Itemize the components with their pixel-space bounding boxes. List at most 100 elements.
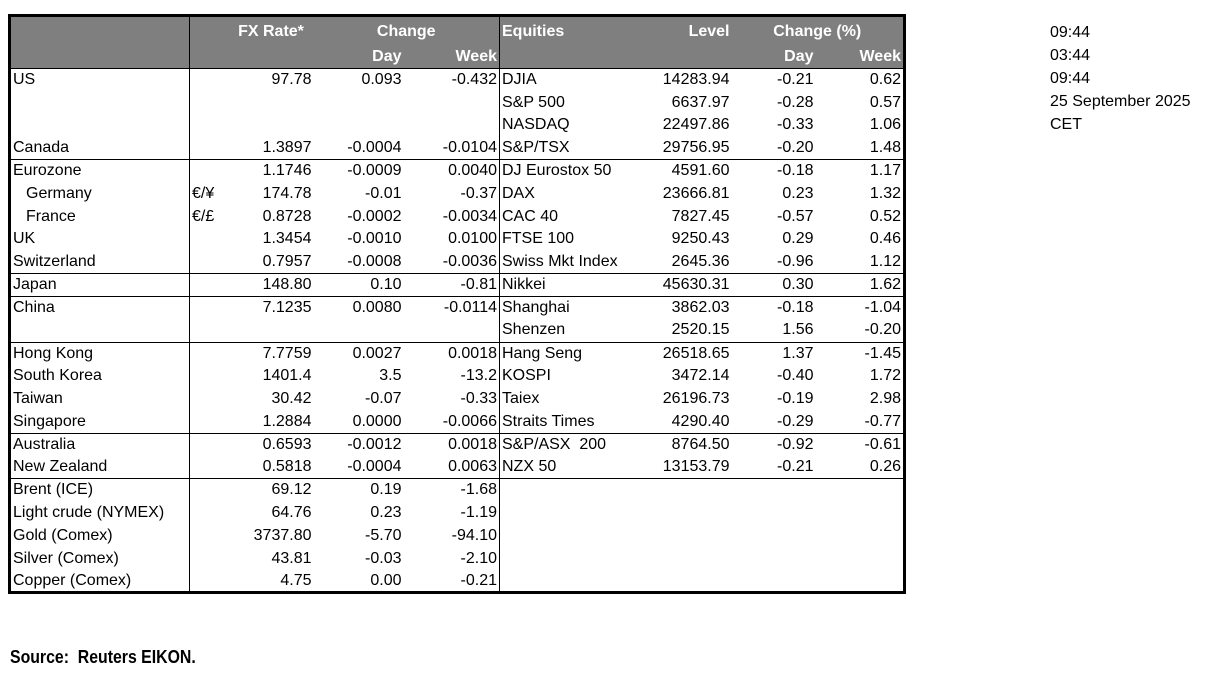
currency-pair-cell [189,410,229,434]
fx-change-day-cell: 0.0000 [313,410,404,434]
equity-change-pct-header: Change (%) [731,15,905,47]
table-row: Singapore 1.2884 0.0000 -0.0066 Straits … [9,410,905,434]
fx-change-day-cell: -0.0008 [313,250,404,275]
fx-change-week-cell: -0.0114 [443,299,497,317]
country-subheader-blank [9,46,190,69]
equity-change-day-cell [732,570,816,593]
equity-level-cell: 4591.60 [671,162,730,180]
equity-level-cell: 26196.73 [662,390,730,408]
equity-name-cell [499,478,642,502]
equities-subheader-blank [499,46,642,69]
fx-rate-cell: 1401.4 [262,367,312,385]
country-cell: US [9,68,190,92]
country-cell [9,114,190,137]
currency-pair-cell [189,319,229,343]
country-cell: Gold (Comex) [9,524,190,548]
equity-name-cell [499,547,642,571]
equity-change-week-cell: -0.61 [864,435,901,453]
currency-pair-cell: €/¥ [192,184,215,202]
fx-rate-cell: 43.81 [271,549,312,567]
fx-change-day-cell: 0.00 [370,571,402,589]
equity-level-cell: 2520.15 [641,319,732,343]
currency-pair-cell [190,69,229,92]
currency-pair-cell [190,524,229,547]
equity-level-cell: 4290.40 [641,410,732,434]
fx-rate-cell: 148.80 [228,273,314,297]
table-row: NASDAQ 22497.86 -0.33 1.06 [9,114,905,137]
equity-change-week-cell: 2.98 [869,390,901,408]
fx-change-week-cell: 0.0018 [448,344,497,362]
table-row: Shenzen 2520.15 1.56 -0.20 [9,319,905,343]
fx-rate-cell: 97.78 [271,71,312,89]
equity-name-cell: DJIA [499,68,642,92]
fx-change-day-cell: -0.03 [365,549,402,567]
table-header: FX Rate* Change Equities Level Change (%… [9,15,905,69]
fx-rate-cell [228,319,314,343]
pair-header-blank [189,15,229,47]
currency-pair-cell [190,342,229,365]
footer-notes: Source: Reuters EIKON. * FX Rate for USD… [10,600,820,676]
equity-change-day-cell: -0.18 [777,299,814,317]
equity-level-cell: 14283.94 [662,71,730,89]
fx-change-week-cell: -0.37 [460,184,497,202]
equity-level-cell: 26518.65 [662,344,730,362]
table-row: Australia 0.6593 -0.0012 0.0018 S&P/ASX … [9,433,905,457]
equity-change-week-cell: 1.12 [815,250,905,275]
currency-pair-cell [190,91,229,114]
equity-level-cell: 7827.45 [671,207,730,225]
equity-level-cell: 45630.31 [641,273,732,297]
equity-level-cell: 23666.81 [662,184,730,202]
equity-change-week-cell: 0.62 [869,71,901,89]
header-row-1: FX Rate* Change Equities Level Change (%… [9,15,905,47]
fx-change-week-cell: -13.2 [460,367,497,385]
equity-change-day-cell: 0.23 [782,184,814,202]
equity-level-cell [642,524,732,547]
country-cell: Copper (Comex) [9,570,190,593]
table-row: Light crude (NYMEX) 64.76 0.23 -1.19 [9,501,905,525]
fx-change-week-cell: -0.0104 [403,136,500,161]
equity-change-week-cell: 1.17 [869,162,901,180]
equity-change-week-cell: 0.52 [869,207,901,225]
fx-change-day-cell: 0.10 [313,273,404,297]
fx-rate-cell: 4.75 [280,571,312,589]
currency-pair-cell [190,160,229,183]
country-header-blank [9,15,190,47]
fx-change-week-cell: 0.0040 [448,162,497,180]
equity-change-day-cell: 0.30 [731,273,816,297]
fx-rate-cell: 1.1746 [262,162,312,180]
currency-pair-cell [190,547,229,570]
country-cell: Germany [9,182,190,206]
fx-change-day-cell: 0.093 [361,71,402,89]
timestamp-panel: 09:44 03:44 09:44 25 September 2025 CET [1050,21,1191,136]
fx-change-week-cell: 0.0063 [403,456,500,480]
table-row: Hong Kong 7.7759 0.0027 0.0018 Hang Seng… [9,342,905,365]
country-cell: France [9,205,190,229]
fx-change-day-cell: -0.0004 [313,456,404,480]
equity-change-week-cell: 0.26 [815,456,905,480]
table-row: US 97.78 0.093 -0.432 DJIA 14283.94 -0.2… [9,68,905,92]
fx-rate-header: FX Rate* [228,15,314,47]
country-cell: Singapore [9,410,190,434]
country-cell: Eurozone [9,159,190,183]
fx-change-week-cell: -0.21 [460,571,497,589]
equity-change-day-cell: -0.21 [777,71,814,89]
currency-pair-cell [190,365,229,388]
table-row: Taiwan 30.42 -0.07 -0.33 Taiex 26196.73 … [9,387,905,411]
fx-rate-cell: 174.78 [262,184,312,202]
currency-pair-cell [189,250,229,275]
fx-change-week-cell: -0.33 [460,390,497,408]
equity-name-cell: Nikkei [499,273,642,297]
fx-change-day-cell: -0.0009 [347,162,402,180]
fx-rate-cell [229,114,314,137]
equity-level-cell: 13153.79 [641,456,732,480]
table-row: Silver (Comex) 43.81 -0.03 -2.10 [9,547,905,571]
country-cell: Japan [9,273,190,297]
fx-rate-cell: 69.12 [271,481,312,499]
fx-change-day-cell: 0.19 [370,481,402,499]
equity-name-cell [499,501,642,525]
equity-name-cell: S&P 500 [499,91,642,115]
equity-change-day-cell: -0.18 [777,162,814,180]
equity-day-header: Day [731,46,816,69]
equity-change-day-cell: -0.33 [777,116,814,134]
